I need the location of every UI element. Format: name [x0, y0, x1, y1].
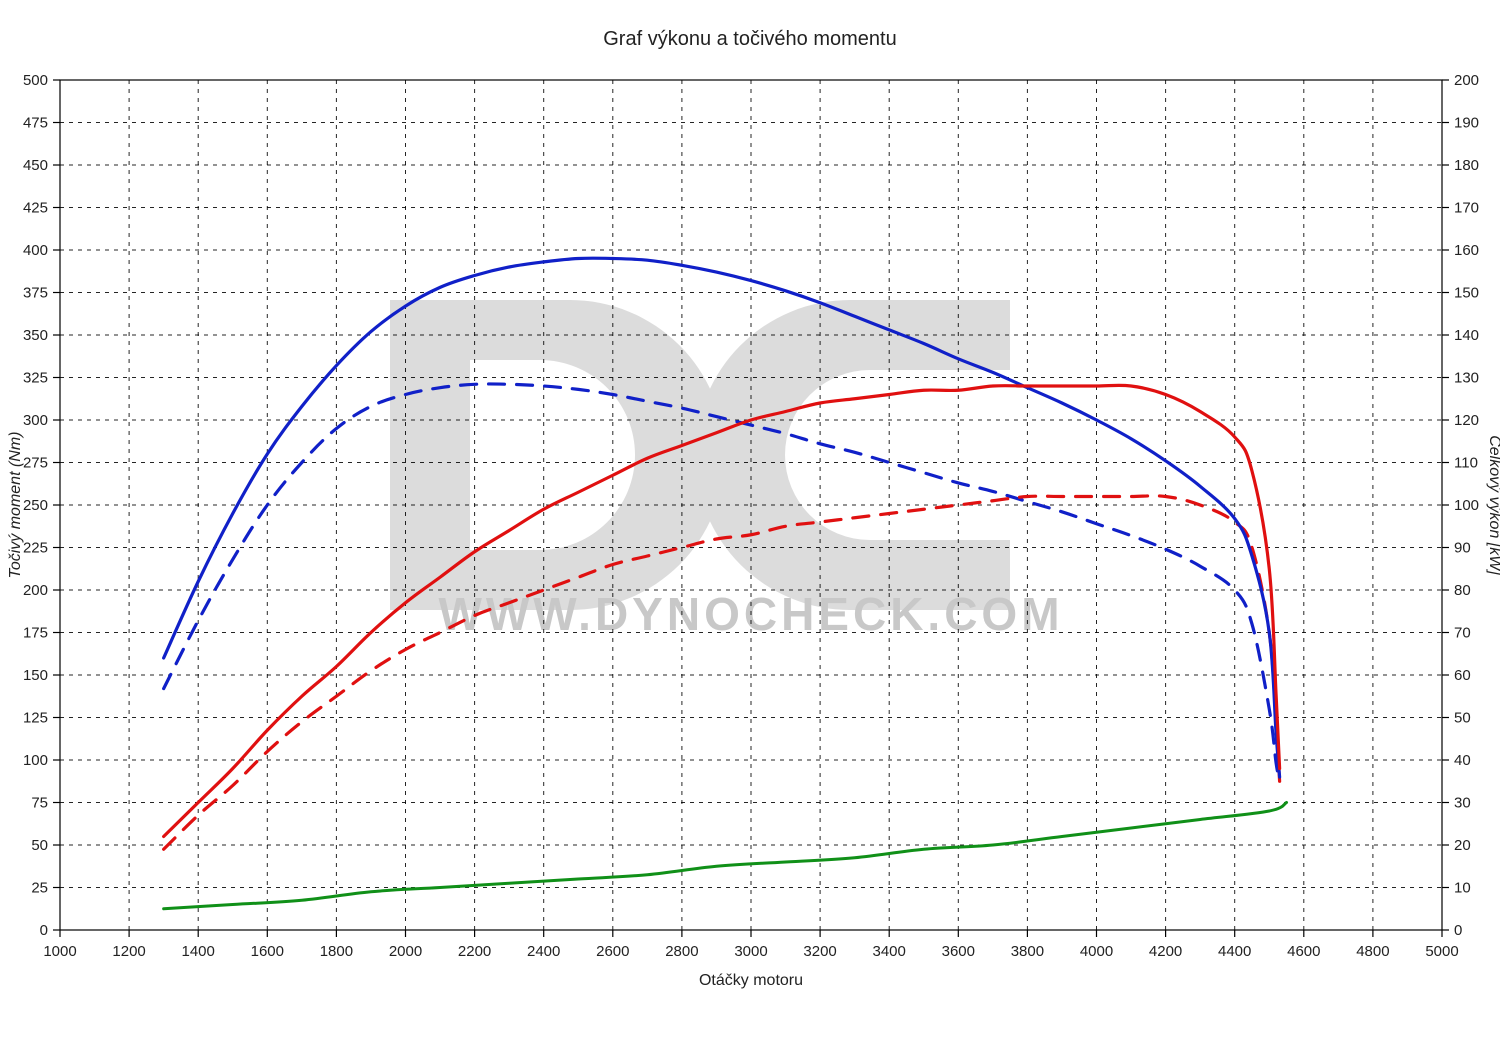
y-right-tick-label: 90 — [1454, 540, 1471, 557]
y-right-tick-label: 50 — [1454, 710, 1471, 727]
y-left-tick-label: 225 — [23, 540, 48, 557]
y-right-tick-label: 60 — [1454, 667, 1471, 684]
y-left-tick-label: 175 — [23, 625, 48, 642]
x-tick-label: 1400 — [182, 943, 215, 960]
y-right-tick-label: 180 — [1454, 157, 1479, 174]
y-left-tick-label: 0 — [40, 922, 48, 939]
y-left-tick-label: 275 — [23, 455, 48, 472]
y-left-tick-label: 150 — [23, 667, 48, 684]
y-right-tick-label: 110 — [1454, 455, 1478, 472]
x-tick-label: 3200 — [803, 943, 836, 960]
y-left-tick-label: 425 — [23, 200, 48, 217]
x-tick-label: 1200 — [112, 943, 145, 960]
x-tick-label: 4800 — [1356, 943, 1389, 960]
y-left-tick-label: 100 — [23, 752, 48, 769]
y-left-tick-label: 50 — [31, 837, 48, 854]
chart-title: Graf výkonu a točivého momentu — [603, 28, 896, 50]
y-left-tick-label: 325 — [23, 370, 48, 387]
x-tick-label: 3400 — [873, 943, 906, 960]
y-right-tick-label: 80 — [1454, 582, 1471, 599]
x-tick-label: 4400 — [1218, 943, 1251, 960]
y-left-tick-label: 25 — [31, 880, 48, 897]
x-tick-label: 4600 — [1287, 943, 1320, 960]
y-left-tick-label: 350 — [23, 327, 48, 344]
y-right-tick-label: 120 — [1454, 412, 1479, 429]
x-tick-label: 5000 — [1425, 943, 1458, 960]
x-tick-label: 2200 — [458, 943, 491, 960]
y-right-tick-label: 160 — [1454, 242, 1479, 259]
x-tick-label: 1000 — [43, 943, 76, 960]
y-left-tick-label: 375 — [23, 285, 48, 302]
y-left-tick-label: 400 — [23, 242, 48, 259]
dyno-chart: WWW.DYNOCHECK.COM10001200140016001800200… — [0, 0, 1500, 1041]
x-tick-label: 2400 — [527, 943, 560, 960]
x-tick-label: 1800 — [320, 943, 353, 960]
y-left-tick-label: 75 — [31, 795, 48, 812]
y-left-tick-label: 500 — [23, 72, 48, 89]
y-right-tick-label: 100 — [1454, 497, 1479, 514]
x-tick-label: 4000 — [1080, 943, 1113, 960]
y-left-axis-label: Točivý moment (Nm) — [7, 432, 24, 579]
y-right-tick-label: 170 — [1454, 200, 1479, 217]
y-right-axis-label: Celkový výkon [kW] — [1486, 435, 1500, 575]
y-left-tick-label: 475 — [23, 115, 48, 132]
x-tick-label: 1600 — [251, 943, 284, 960]
y-left-tick-label: 450 — [23, 157, 48, 174]
y-left-tick-label: 300 — [23, 412, 48, 429]
x-tick-label: 3600 — [942, 943, 975, 960]
y-left-tick-label: 125 — [23, 710, 48, 727]
y-left-tick-label: 250 — [23, 497, 48, 514]
y-right-tick-label: 70 — [1454, 625, 1471, 642]
y-right-tick-label: 200 — [1454, 72, 1479, 89]
y-left-tick-label: 200 — [23, 582, 48, 599]
y-right-tick-label: 130 — [1454, 370, 1479, 387]
y-right-tick-label: 140 — [1454, 327, 1479, 344]
x-tick-label: 2000 — [389, 943, 422, 960]
y-right-tick-label: 20 — [1454, 837, 1471, 854]
y-right-tick-label: 150 — [1454, 285, 1479, 302]
y-right-tick-label: 190 — [1454, 115, 1479, 132]
y-right-tick-label: 40 — [1454, 752, 1471, 769]
y-right-tick-label: 0 — [1454, 922, 1462, 939]
x-axis-label: Otáčky motoru — [699, 972, 803, 989]
x-tick-label: 2800 — [665, 943, 698, 960]
x-tick-label: 3800 — [1011, 943, 1044, 960]
x-tick-label: 4200 — [1149, 943, 1182, 960]
y-right-tick-label: 30 — [1454, 795, 1471, 812]
y-right-tick-label: 10 — [1454, 880, 1471, 897]
x-tick-label: 2600 — [596, 943, 629, 960]
x-tick-label: 3000 — [734, 943, 767, 960]
